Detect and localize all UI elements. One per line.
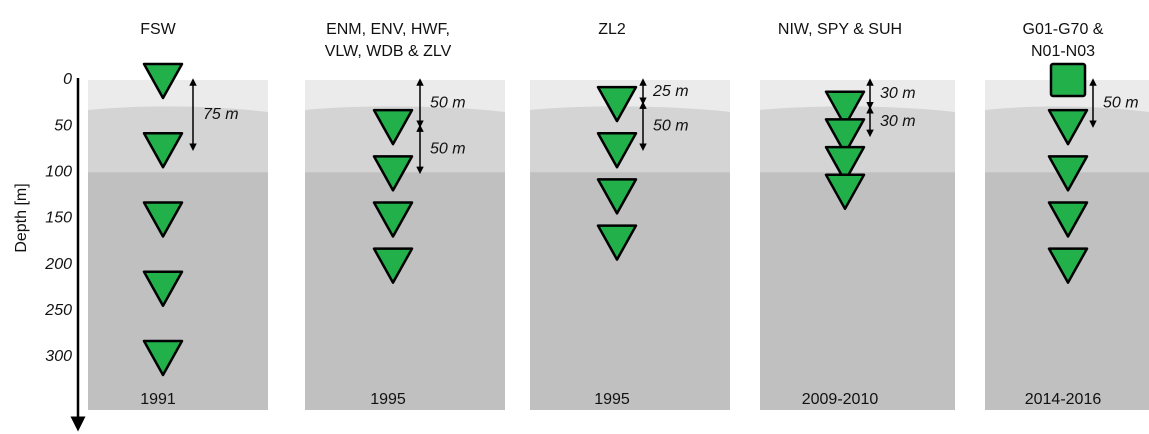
spacing-label: 30 m: [880, 113, 916, 130]
instrument-triangle: [142, 62, 184, 100]
instrument-triangle: [372, 155, 414, 192]
y-tick-label: 250: [44, 302, 72, 319]
axis-label: Depth [m]: [13, 183, 30, 252]
panel-year: 2009-2010: [802, 391, 879, 408]
panel-title: ZL2: [598, 21, 626, 38]
instrument-triangle: [596, 85, 638, 123]
panel-title: FSW: [140, 21, 176, 38]
instrument-triangle: [824, 118, 866, 155]
instrument-triangle: [596, 132, 638, 169]
panel-title: VLW, WDB & ZLV: [325, 43, 452, 60]
panel-year: 1995: [594, 391, 630, 408]
instrument-triangle: [1047, 155, 1089, 192]
panel-year: 1991: [140, 391, 176, 408]
panel-title: ENM, ENV, HWF,: [326, 21, 450, 38]
instrument-triangle: [1047, 201, 1089, 238]
instrument-triangle: [596, 178, 638, 215]
spacing-label: 30 m: [880, 85, 916, 102]
instrument-square: [1049, 62, 1087, 98]
y-tick-label: 300: [45, 348, 72, 365]
panel-title: G01-G70 &: [1023, 21, 1104, 38]
spacing-label: 75 m: [203, 106, 239, 123]
instrument-triangle: [372, 201, 414, 238]
instrument-triangle: [824, 145, 866, 183]
y-tick-label: 200: [44, 256, 72, 273]
spacing-label: 50 m: [1103, 94, 1139, 111]
spacing-label: 25 m: [652, 83, 689, 100]
instrument-triangle: [142, 201, 184, 238]
spacing-label: 50 m: [430, 140, 466, 157]
y-tick-label: 150: [45, 210, 72, 227]
instrument-triangle: [596, 224, 638, 261]
instrument-triangle: [1047, 247, 1089, 284]
panel-year: 1995: [370, 391, 406, 408]
instrument-triangle: [824, 90, 866, 127]
instrument-triangle: [142, 132, 184, 169]
instrument-triangle: [142, 270, 184, 307]
y-tick-label: 50: [54, 117, 72, 134]
instrument-triangle: [142, 339, 184, 377]
y-tick-label: 100: [45, 164, 72, 181]
panel-year: 2014-2016: [1025, 391, 1102, 408]
surface-water: [88, 80, 268, 112]
panel-title: NIW, SPY & SUH: [778, 21, 902, 38]
instrument-triangle: [372, 108, 414, 146]
instrument-triangle: [824, 173, 866, 211]
instrument-triangle: [372, 247, 414, 284]
y-tick-label: 0: [63, 71, 72, 88]
instrument-triangle: [1047, 108, 1089, 146]
surface-water: [305, 80, 505, 112]
panel-title: N01-N03: [1031, 43, 1095, 60]
spacing-label: 50 m: [430, 94, 466, 111]
spacing-label: 50 m: [653, 117, 689, 134]
